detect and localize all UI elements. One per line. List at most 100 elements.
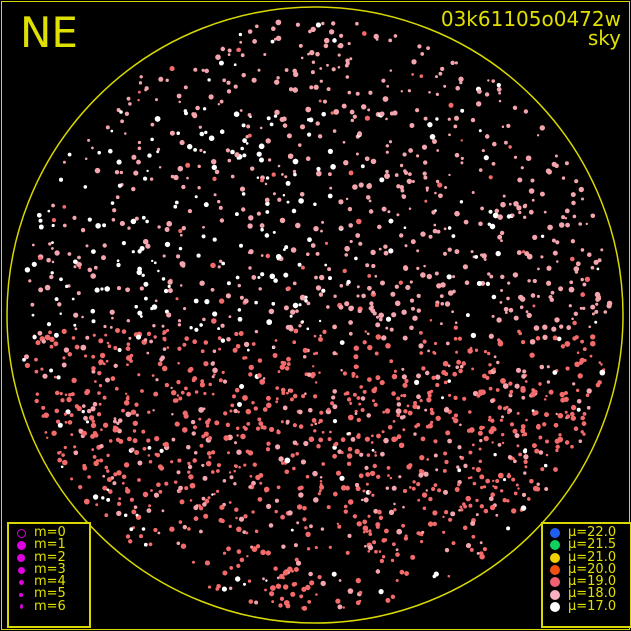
star-point (94, 433, 99, 438)
star-point (85, 244, 89, 248)
star-point (458, 368, 463, 374)
star-point (306, 252, 310, 256)
star-point (368, 90, 373, 95)
star-point (428, 91, 431, 94)
star-point (341, 103, 347, 109)
star-point (124, 462, 130, 468)
star-point (119, 221, 125, 226)
star-point (111, 218, 116, 222)
star-point (499, 301, 503, 304)
star-point (533, 325, 540, 331)
star-point (453, 124, 458, 129)
star-point (413, 401, 417, 405)
star-point (488, 428, 494, 435)
star-point (489, 223, 496, 230)
star-point (146, 351, 150, 355)
star-point (392, 110, 398, 116)
star-point (197, 164, 201, 168)
star-point (349, 401, 353, 405)
star-point (402, 382, 408, 388)
star-point (373, 402, 378, 407)
star-point (389, 140, 392, 144)
star-point (274, 498, 279, 503)
star-point (376, 474, 381, 479)
star-point (589, 354, 593, 358)
star-point (416, 293, 421, 298)
star-point (451, 310, 454, 314)
star-point (292, 281, 297, 286)
star-point (568, 286, 575, 293)
star-point (511, 213, 515, 217)
star-point (370, 441, 374, 444)
star-point (133, 170, 139, 176)
star-point (136, 269, 142, 276)
star-point (146, 169, 149, 173)
star-point (408, 172, 412, 177)
star-point (375, 38, 379, 41)
star-point (254, 300, 258, 305)
star-point (416, 249, 420, 253)
star-point (155, 98, 158, 102)
star-point (67, 252, 72, 256)
star-point (535, 336, 541, 341)
star-point (501, 125, 505, 128)
star-point (511, 477, 516, 482)
star-point (361, 104, 367, 110)
sky-brightness-legend-item: μ=21.5 (548, 538, 625, 551)
star-point (377, 509, 382, 515)
star-point (247, 223, 253, 229)
star-point (336, 522, 340, 525)
star-point (149, 339, 154, 344)
star-point (108, 439, 113, 443)
star-point (126, 342, 131, 347)
star-point (38, 256, 42, 260)
star-point (304, 526, 308, 530)
star-point (347, 90, 352, 95)
star-point (353, 345, 359, 351)
star-point (154, 261, 157, 265)
star-point (248, 364, 254, 371)
star-point (38, 218, 43, 223)
color-swatch-icon (548, 528, 562, 539)
star-point (236, 526, 242, 532)
star-point (326, 63, 329, 67)
star-point (151, 304, 158, 310)
star-point (444, 301, 451, 307)
star-point (57, 457, 62, 463)
star-point (305, 475, 310, 479)
star-point (490, 504, 496, 511)
star-point (211, 318, 217, 324)
star-point (480, 485, 484, 490)
star-point (321, 220, 325, 224)
star-point (441, 396, 444, 400)
star-point (564, 217, 568, 220)
star-point (91, 369, 96, 374)
star-point (227, 48, 232, 53)
star-point (395, 408, 402, 415)
star-point (101, 496, 105, 500)
star-point (257, 417, 262, 422)
star-point (220, 338, 225, 343)
star-point (338, 199, 344, 205)
star-point (292, 169, 297, 174)
star-point (106, 453, 110, 457)
star-point (347, 446, 353, 452)
star-point (98, 402, 102, 406)
star-point (55, 390, 60, 396)
star-point (435, 383, 440, 387)
star-point (286, 391, 289, 395)
star-point (440, 302, 444, 306)
star-point (267, 158, 272, 162)
star-point (299, 192, 305, 197)
star-point (278, 603, 283, 608)
star-point (218, 259, 223, 263)
star-point (304, 299, 308, 303)
star-point (438, 71, 443, 76)
star-point (471, 367, 474, 371)
star-point (64, 421, 68, 424)
star-point (131, 509, 137, 515)
star-point (237, 283, 241, 288)
star-point (554, 163, 559, 168)
star-point (345, 485, 350, 491)
star-point (110, 201, 115, 205)
